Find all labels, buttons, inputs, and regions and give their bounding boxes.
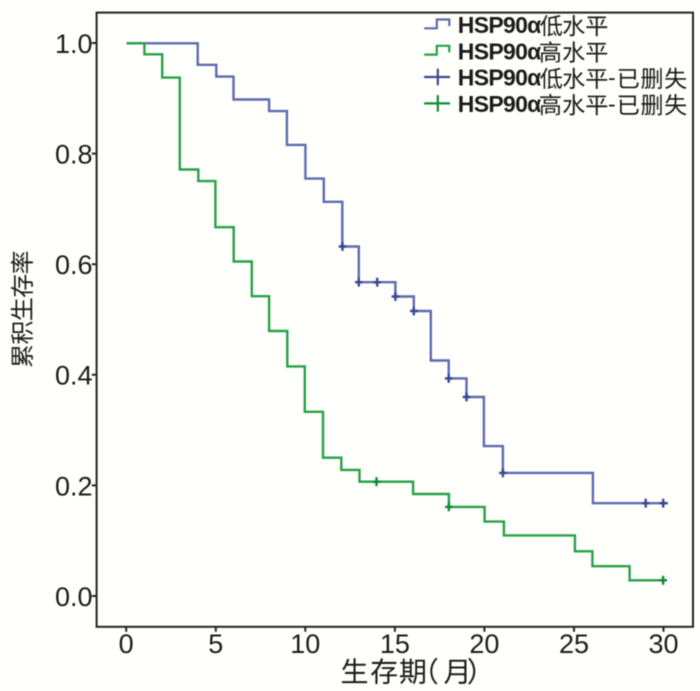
svg-text:25: 25 xyxy=(559,629,589,659)
svg-text:0.4: 0.4 xyxy=(55,361,93,391)
svg-text:0.0: 0.0 xyxy=(55,582,93,612)
svg-text:-: - xyxy=(608,65,616,91)
svg-text:30: 30 xyxy=(648,629,678,659)
svg-text:-: - xyxy=(608,91,616,117)
svg-text:0.8: 0.8 xyxy=(55,140,93,170)
svg-text:HSP90α: HSP90α xyxy=(458,65,541,91)
svg-text:HSP90α: HSP90α xyxy=(458,12,541,38)
svg-text:0: 0 xyxy=(119,629,134,659)
svg-text:5: 5 xyxy=(208,629,223,659)
svg-text:HSP90α: HSP90α xyxy=(458,38,541,64)
svg-text:20: 20 xyxy=(469,629,499,659)
svg-text:0.2: 0.2 xyxy=(55,471,93,501)
svg-text:HSP90α: HSP90α xyxy=(458,91,541,117)
svg-text:1.0: 1.0 xyxy=(55,29,93,59)
svg-text:0.6: 0.6 xyxy=(55,250,93,280)
svg-text:15: 15 xyxy=(380,629,410,659)
svg-text:10: 10 xyxy=(290,629,320,659)
